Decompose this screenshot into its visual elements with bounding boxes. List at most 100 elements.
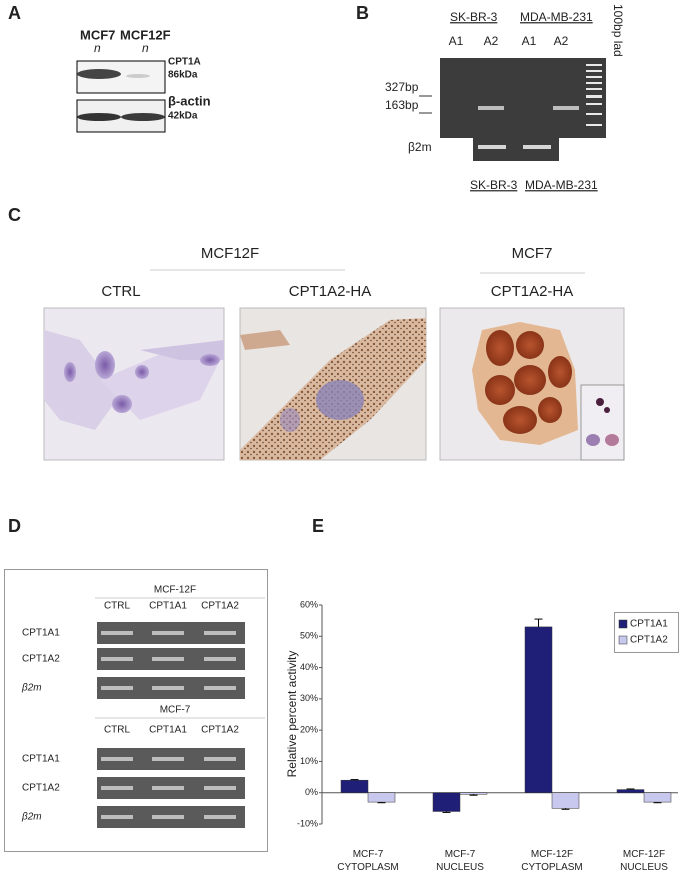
- group-label: MCF12F: [201, 245, 259, 262]
- blot-band: [77, 113, 121, 121]
- y-tick-label: 20%: [300, 725, 318, 735]
- gel-band: [152, 757, 184, 761]
- x-tick-label: MCF-7 NUCLEUS: [436, 849, 484, 873]
- group-label: SK-BR-3: [450, 10, 498, 24]
- y-axis-label: Relative percent activity: [285, 651, 299, 778]
- gel-band: [553, 106, 579, 110]
- gel: [440, 58, 606, 138]
- panel-label: D: [8, 516, 21, 536]
- gel-band: [101, 686, 133, 690]
- y-tick-label: 0%: [305, 787, 318, 797]
- lane-label: A2: [484, 34, 499, 48]
- panel-box: [4, 569, 268, 852]
- bar: [340, 779, 369, 793]
- block-title: MCF-12F: [154, 585, 196, 596]
- cell-line-note: n: [142, 41, 149, 55]
- band-name: CPT1A: [168, 57, 201, 68]
- cell-line: MCF12F: [120, 27, 171, 42]
- legend-label: CPT1A1: [630, 619, 668, 630]
- row-label: CPT1A2: [22, 654, 60, 665]
- micrograph: [43, 307, 225, 461]
- gel-band: [101, 815, 133, 819]
- y-tick-label: -10%: [297, 818, 318, 828]
- gel-band: [478, 106, 504, 110]
- gel-band: [204, 657, 236, 661]
- gel-band: [204, 631, 236, 635]
- block-title: MCF-7: [160, 705, 191, 716]
- row-label: CPT1A2: [22, 783, 60, 794]
- legend-label: CPT1A2: [630, 635, 668, 646]
- bar: [524, 626, 553, 793]
- row-label: CPT1A1: [22, 628, 60, 639]
- legend-swatch: [618, 635, 628, 645]
- gel-band: [101, 786, 133, 790]
- y-tick-label: 30%: [300, 693, 318, 703]
- lane-label: A1: [522, 34, 537, 48]
- y-tick-label: 40%: [300, 662, 318, 672]
- bar: [459, 792, 488, 795]
- control-label: β2m: [408, 140, 432, 154]
- lane-label: A2: [554, 34, 569, 48]
- gel-band: [101, 631, 133, 635]
- gel-band: [152, 657, 184, 661]
- y-tick-label: 50%: [300, 631, 318, 641]
- panel-label: A: [8, 3, 21, 23]
- marker-label: 163bp: [385, 98, 419, 112]
- band-size: 86kDa: [168, 70, 198, 81]
- column-label: CPT1A1: [149, 725, 187, 736]
- ladder-label: 100bp lad: [611, 4, 625, 57]
- panel-label: C: [8, 205, 21, 225]
- group-label: MDA-MB-231: [520, 10, 593, 24]
- gel-band: [204, 757, 236, 761]
- band-size: 42kDa: [168, 111, 198, 122]
- ladder: [586, 64, 602, 126]
- gel-band: [204, 815, 236, 819]
- row-label: β2m: [21, 683, 42, 694]
- group-label: SK-BR-3: [470, 178, 518, 192]
- gel-band: [152, 786, 184, 790]
- image-label: CTRL: [101, 283, 140, 300]
- x-tick-label: MCF-12F NUCLEUS: [620, 849, 668, 873]
- y-tick-label: 10%: [300, 756, 318, 766]
- gel-band: [204, 786, 236, 790]
- gel-band: [204, 686, 236, 690]
- gel-band: [152, 815, 184, 819]
- cell-line-note: n: [94, 41, 101, 55]
- marker-label: 327bp: [385, 80, 419, 94]
- x-tick-label: MCF-7 CYTOPLASM: [337, 849, 399, 873]
- micrograph: [239, 307, 427, 461]
- micrograph: [439, 307, 625, 461]
- lane-label: A1: [449, 34, 464, 48]
- gel-band: [101, 657, 133, 661]
- bar: [367, 792, 396, 803]
- legend-swatch: [618, 619, 628, 629]
- image-label: CPT1A2-HA: [289, 283, 372, 300]
- gel-band: [523, 145, 551, 149]
- row-label: β2m: [21, 812, 42, 823]
- gel-band: [152, 686, 184, 690]
- panel-label: E: [312, 516, 324, 536]
- column-label: CPT1A1: [149, 601, 187, 612]
- blot-band: [126, 74, 150, 78]
- column-label: CTRL: [104, 601, 131, 612]
- group-label: MCF7: [512, 245, 553, 262]
- legend-box: [614, 612, 679, 653]
- gel-band: [101, 757, 133, 761]
- image-label: CPT1A2-HA: [491, 283, 574, 300]
- panel-label: B: [356, 3, 369, 23]
- bar: [616, 789, 645, 793]
- bar: [643, 792, 672, 803]
- cell-line: MCF7: [80, 27, 115, 42]
- bar: [551, 792, 580, 809]
- row-label: CPT1A1: [22, 754, 60, 765]
- blot-band: [121, 113, 165, 121]
- bar: [432, 792, 461, 812]
- column-label: CPT1A2: [201, 725, 239, 736]
- y-tick-label: 60%: [300, 599, 318, 609]
- group-label: MDA-MB-231: [525, 178, 598, 192]
- column-label: CPT1A2: [201, 601, 239, 612]
- gel-band: [152, 631, 184, 635]
- blot-band: [77, 69, 121, 79]
